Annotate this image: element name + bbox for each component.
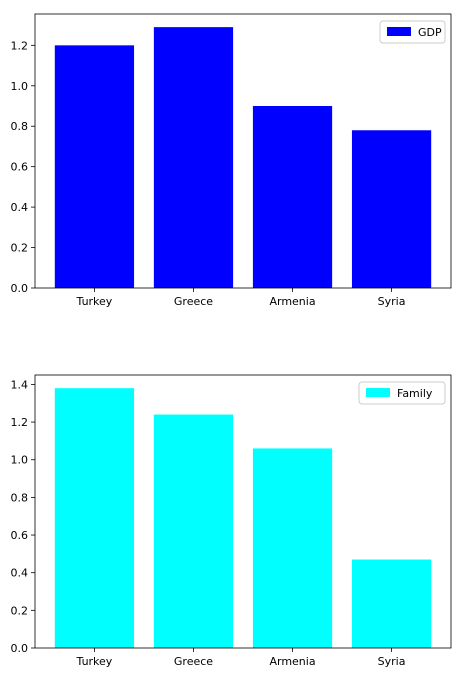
x-tick-label: Greece — [174, 295, 213, 308]
y-tick-label: 0.8 — [11, 491, 29, 504]
y-tick-label: 0.2 — [11, 604, 29, 617]
bar-syria — [351, 130, 432, 288]
y-tick-label: 1.2 — [11, 39, 29, 52]
y-tick-label: 0.2 — [11, 242, 29, 255]
chart-2: 0.0 0.2 0.4 0.6 0.8 1.0 1.2 1.4 Turkey Greece Arme… — [11, 374, 452, 668]
y-tick-label: 0.4 — [11, 567, 29, 580]
bar-turkey — [54, 388, 135, 648]
legend: GDP — [379, 20, 446, 44]
legend-swatch — [387, 27, 411, 36]
legend: Family — [358, 381, 446, 405]
y-tick-label: 0.0 — [11, 642, 29, 655]
x-tick-label: Turkey — [76, 295, 113, 308]
legend-box — [379, 20, 446, 44]
bar-armenia — [252, 448, 333, 648]
bar-syria — [351, 559, 432, 648]
y-tick-label: 0.6 — [11, 161, 29, 174]
y-tick-label: 0.0 — [11, 282, 29, 295]
legend-box — [358, 381, 446, 405]
y-tick-label: 0.8 — [11, 120, 29, 133]
legend-swatch — [366, 388, 390, 397]
bar-greece — [153, 414, 234, 648]
bar-turkey — [54, 45, 135, 289]
x-tick-label: Syria — [378, 295, 406, 308]
chart-1: 0.0 0.2 0.4 0.6 0.8 1.0 1.2 Turkey Greece Armenia… — [11, 13, 452, 308]
y-tick-label: 1.0 — [11, 454, 29, 467]
legend-label: Family — [397, 387, 433, 400]
x-tick-label: Greece — [174, 655, 213, 668]
y-tick-label: 0.6 — [11, 529, 29, 542]
y-tick-label: 1.4 — [11, 378, 29, 391]
bar-armenia — [252, 106, 333, 288]
y-tick-label: 0.4 — [11, 201, 29, 214]
bar-greece — [153, 27, 234, 288]
x-tick-label: Turkey — [76, 655, 113, 668]
legend-label: GDP — [418, 26, 442, 39]
y-tick-label: 1.2 — [11, 416, 29, 429]
x-tick-label: Armenia — [269, 655, 315, 668]
x-tick-label: Syria — [378, 655, 406, 668]
y-tick-label: 1.0 — [11, 80, 29, 93]
x-tick-label: Armenia — [269, 295, 315, 308]
plot-frame — [34, 374, 452, 649]
plot-frame — [34, 13, 452, 289]
